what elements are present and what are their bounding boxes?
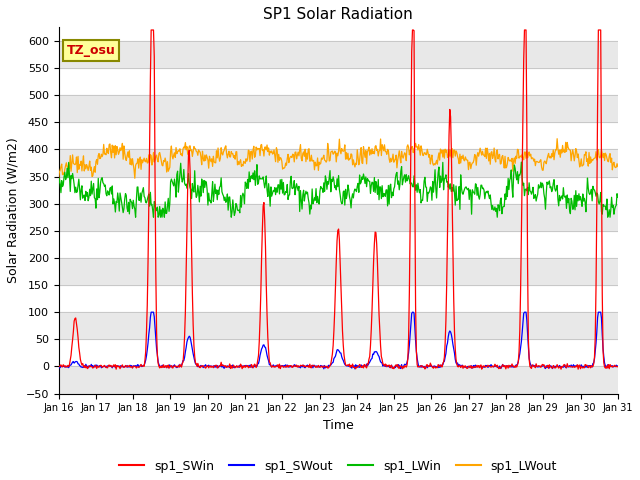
Title: SP1 Solar Radiation: SP1 Solar Radiation: [263, 7, 413, 22]
X-axis label: Time: Time: [323, 419, 353, 432]
Bar: [59, 204, 618, 231]
Bar: [59, 95, 618, 122]
Text: TZ_osu: TZ_osu: [67, 44, 116, 57]
Bar: [59, 366, 618, 394]
Legend: sp1_SWin, sp1_SWout, sp1_LWin, sp1_LWout: sp1_SWin, sp1_SWout, sp1_LWin, sp1_LWout: [115, 455, 562, 478]
Bar: [59, 149, 618, 177]
Bar: [59, 41, 618, 68]
Bar: [59, 312, 618, 339]
Y-axis label: Solar Radiation (W/m2): Solar Radiation (W/m2): [7, 138, 20, 283]
Bar: [59, 258, 618, 285]
